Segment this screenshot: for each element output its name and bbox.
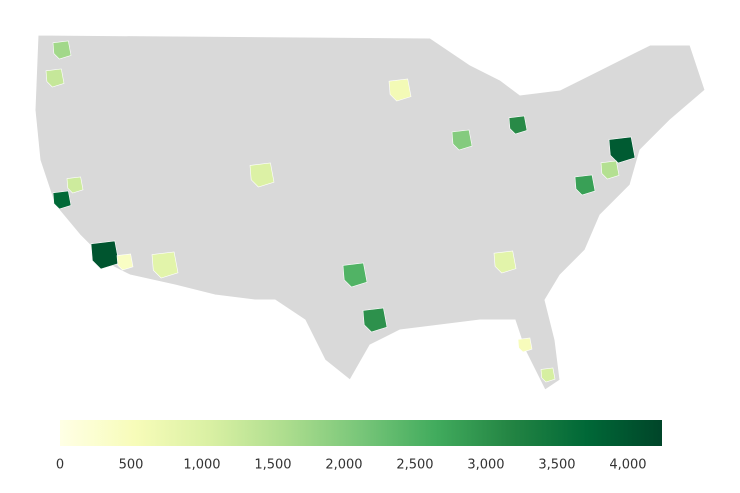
colorbar-tick-label: 500 xyxy=(119,458,144,473)
colorbar-tick-label: 2,500 xyxy=(396,458,433,473)
colorbar-tick-label: 4,000 xyxy=(609,458,646,473)
county xyxy=(52,190,72,210)
county xyxy=(574,174,596,196)
county xyxy=(362,307,388,333)
colorbar-tick-label: 2,000 xyxy=(325,458,362,473)
colorbar-tick-label: 1,000 xyxy=(183,458,220,473)
county xyxy=(508,115,528,135)
county xyxy=(451,129,473,151)
colorbar-tick-label: 1,500 xyxy=(254,458,291,473)
colorbar xyxy=(60,420,662,446)
county xyxy=(388,78,412,102)
county xyxy=(90,240,120,270)
colorbar-tick-label: 0 xyxy=(56,458,64,473)
county xyxy=(517,337,533,353)
county xyxy=(52,40,72,60)
county xyxy=(249,162,275,188)
colorbar-tick-label: 3,500 xyxy=(538,458,575,473)
county xyxy=(45,68,65,88)
county xyxy=(66,176,84,194)
county xyxy=(493,250,517,274)
county xyxy=(116,253,134,271)
us-outline xyxy=(34,34,706,391)
county xyxy=(342,262,368,288)
county xyxy=(151,251,179,279)
colorbar-tick-label: 3,000 xyxy=(467,458,504,473)
county xyxy=(540,367,556,383)
county xyxy=(608,136,636,164)
county xyxy=(600,160,620,180)
